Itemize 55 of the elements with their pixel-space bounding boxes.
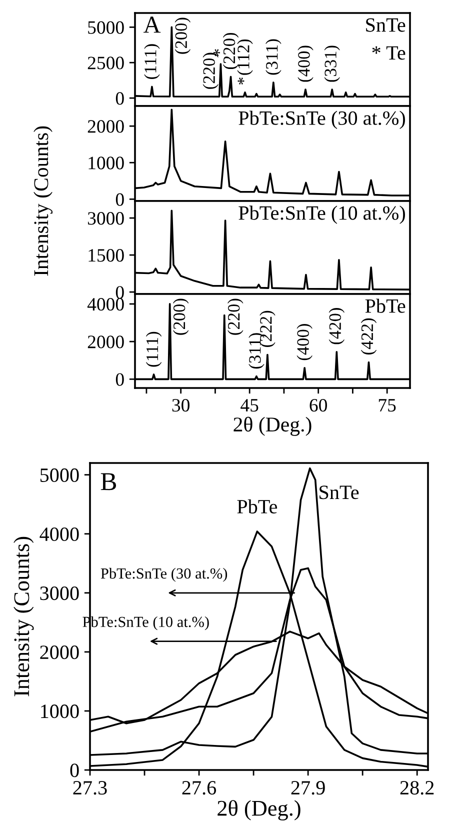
x-tick-label: 28.2 bbox=[400, 781, 434, 795]
y-tick-label: 1500 bbox=[88, 249, 124, 262]
x-tick-label: 27.6 bbox=[182, 781, 216, 795]
annotation: (111) bbox=[144, 44, 160, 79]
y-tick-label: 0 bbox=[116, 286, 124, 299]
x-tick-label: 45 bbox=[240, 399, 258, 412]
annotation: (311) bbox=[266, 39, 282, 75]
y-tick-label: 1000 bbox=[88, 156, 124, 170]
series-label: SnTe bbox=[320, 486, 359, 500]
line-series bbox=[135, 108, 410, 196]
y-tick-label: 3000 bbox=[88, 212, 124, 225]
annotation: (111) bbox=[146, 332, 162, 367]
x-axis-title: 2θ (Deg.) bbox=[234, 416, 312, 436]
annotation: (422) bbox=[360, 318, 377, 354]
y-tick-label: 0 bbox=[70, 764, 79, 778]
series-label: PbTe bbox=[237, 499, 278, 514]
annotation: * Te bbox=[372, 46, 406, 60]
y-tick-label: 2000 bbox=[88, 120, 124, 133]
y-tick-label: 4000 bbox=[40, 527, 79, 542]
y-axis-title: Intensity (Counts) bbox=[34, 126, 52, 276]
text: PbTe bbox=[365, 298, 406, 313]
series-label: PbTe:SnTe (10 at.%) bbox=[238, 206, 405, 224]
x-tick-label: 60 bbox=[310, 398, 327, 412]
annotation: (331) bbox=[324, 46, 340, 82]
annotation: (400) bbox=[296, 324, 312, 360]
annotation: (112) bbox=[237, 39, 253, 75]
x-axis-title: 2θ (Deg.) bbox=[218, 800, 300, 820]
annotation: (220) bbox=[222, 32, 239, 70]
annotation: * bbox=[238, 78, 244, 85]
annotation: (200) bbox=[172, 298, 189, 335]
y-tick-label: 0 bbox=[116, 92, 124, 105]
series-label: PbTe:SnTe (30 at.%) bbox=[238, 110, 405, 130]
x-tick-label: 75 bbox=[378, 399, 396, 412]
annotation: PbTe:SnTe (30 at.%) bbox=[100, 568, 228, 582]
y-axis-title: Intensity (Counts) bbox=[14, 536, 34, 696]
y-tick-label: 2000 bbox=[40, 646, 79, 660]
text: SnTe bbox=[366, 18, 406, 32]
y-tick-label: 0 bbox=[116, 373, 124, 386]
y-tick-label: 5000 bbox=[88, 21, 124, 34]
annotation: (200) bbox=[174, 18, 191, 54]
y-tick-label: 3000 bbox=[40, 586, 79, 600]
annotation: (400) bbox=[298, 46, 314, 82]
x-tick-label: 30 bbox=[172, 398, 190, 412]
annotation: B bbox=[100, 473, 116, 490]
y-tick-label: 1000 bbox=[41, 704, 79, 718]
annotation: A bbox=[143, 16, 161, 33]
x-tick-label: 27.9 bbox=[291, 781, 325, 795]
x-tick-label: 27.3 bbox=[73, 781, 107, 795]
annotation: (420) bbox=[328, 308, 345, 344]
y-tick-label: 0 bbox=[116, 193, 124, 206]
annotation: (220) bbox=[228, 298, 244, 335]
y-tick-label: 2000 bbox=[88, 336, 124, 348]
y-tick-label: 5000 bbox=[40, 468, 79, 482]
y-tick-label: 2500 bbox=[88, 56, 124, 70]
y-tick-label: 4000 bbox=[87, 298, 124, 311]
